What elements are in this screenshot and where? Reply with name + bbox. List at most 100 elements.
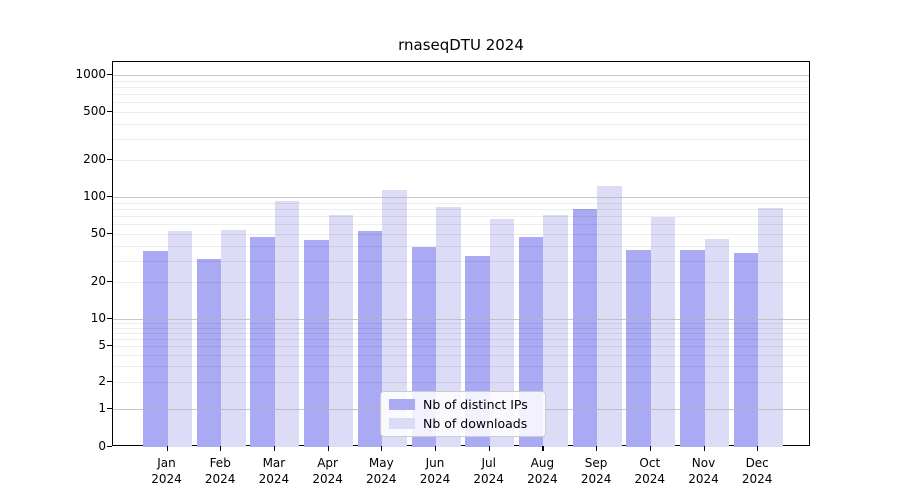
gridline-minor — [113, 233, 809, 235]
bar-downloads-mar — [274, 200, 300, 447]
y-tick-label: 500 — [83, 103, 106, 118]
y-tick-label: 50 — [90, 225, 106, 240]
gridline-minor — [113, 354, 809, 356]
y-tick-mark — [107, 408, 112, 410]
gridline-minor — [113, 202, 809, 204]
gridline-minor — [113, 346, 809, 348]
y-tick-label: 5 — [98, 338, 106, 353]
gridline-minor — [113, 260, 809, 262]
y-tick-mark — [107, 159, 112, 161]
gridline-minor — [113, 338, 809, 340]
x-tick-label: Oct 2024 — [634, 456, 666, 486]
x-tick-mark — [327, 446, 329, 451]
y-tick-label: 1 — [98, 401, 106, 415]
bar-distinct-ips-apr — [304, 240, 329, 447]
bar-distinct-ips-oct — [626, 249, 651, 447]
y-tick-label: 10 — [90, 311, 106, 325]
x-tick-mark — [488, 446, 490, 451]
gridline-minor — [113, 102, 809, 104]
gridline-minor — [113, 111, 809, 113]
y-tick-mark — [107, 318, 112, 320]
x-tick-label: Jul 2024 — [473, 456, 504, 486]
gridline-minor — [113, 208, 809, 210]
gridline-minor — [113, 86, 809, 88]
gridline-major — [113, 75, 809, 76]
gridline-minor — [113, 138, 809, 140]
y-tick-label: 2 — [98, 373, 106, 388]
gridline-minor — [113, 381, 809, 383]
y-tick-mark — [107, 196, 112, 198]
bar-distinct-ips-nov — [680, 249, 705, 447]
gridline-minor — [113, 93, 809, 95]
gridline-minor — [113, 332, 809, 334]
bar-distinct-ips-mar — [250, 237, 275, 447]
bar-distinct-ips-dec — [733, 252, 759, 447]
x-tick-label: Dec 2024 — [741, 456, 773, 486]
gridline-minor — [113, 123, 809, 125]
legend-label-downloads: Nb of downloads — [423, 416, 528, 431]
x-tick-mark — [757, 446, 759, 451]
x-tick-label: Feb 2024 — [204, 456, 236, 486]
bar-downloads-oct — [650, 216, 676, 447]
x-tick-mark — [703, 446, 705, 451]
x-tick-mark — [220, 446, 222, 451]
gridline-minor — [113, 224, 809, 226]
x-tick-mark — [166, 446, 168, 451]
x-tick-mark — [381, 446, 383, 451]
bar-downloads-jan — [167, 230, 192, 447]
legend-swatch-distinct-ips — [389, 399, 415, 410]
bar-distinct-ips-jan — [143, 251, 168, 447]
bar-distinct-ips-may — [357, 230, 383, 447]
grid-layer — [113, 62, 809, 445]
x-tick-label: Jun 2024 — [419, 456, 451, 486]
gridline-major — [113, 319, 809, 320]
x-tick-mark — [273, 446, 276, 451]
gridline-minor — [113, 327, 809, 329]
legend-label-distinct-ips: Nb of distinct IPs — [423, 397, 528, 412]
bar-downloads-dec — [758, 208, 783, 447]
y-tick-mark — [107, 345, 112, 347]
x-tick-mark — [542, 446, 544, 451]
gridline-minor — [113, 160, 809, 162]
chart-title: rnaseqDTU 2024 — [398, 36, 524, 54]
gridline-minor — [113, 366, 809, 368]
bar-distinct-ips-feb — [196, 259, 222, 447]
y-tick-mark — [107, 232, 112, 234]
legend-swatch-downloads — [389, 418, 415, 429]
gridline-minor — [113, 80, 809, 82]
bar-downloads-feb — [221, 229, 246, 447]
bar-downloads-sep — [597, 185, 622, 447]
y-tick-mark — [107, 380, 112, 383]
x-tick-label: Mar 2024 — [258, 456, 290, 486]
gridline-minor — [113, 323, 809, 325]
bar-downloads-aug — [543, 215, 568, 447]
y-tick-mark — [107, 446, 112, 448]
y-tick-label: 0 — [98, 439, 106, 453]
y-tick-label: 1000 — [75, 67, 106, 81]
y-tick-label: 200 — [83, 152, 106, 167]
x-tick-label: Aug 2024 — [527, 456, 558, 486]
gridline-minor — [113, 245, 809, 247]
y-tick-mark — [107, 281, 112, 283]
legend: Nb of distinct IPs Nb of downloads — [380, 391, 546, 437]
bar-downloads-apr — [328, 215, 354, 447]
plot-area — [112, 61, 810, 447]
gridline-minor — [113, 282, 809, 284]
y-tick-mark — [107, 74, 112, 76]
x-tick-label: Apr 2024 — [312, 456, 343, 486]
x-tick-mark — [649, 446, 651, 451]
legend-row-downloads: Nb of downloads — [389, 416, 537, 431]
bar-distinct-ips-sep — [572, 208, 598, 447]
x-tick-mark — [435, 446, 437, 451]
gridline-major — [113, 197, 809, 198]
y-tick-label: 20 — [90, 274, 106, 289]
gridline-minor — [113, 215, 809, 217]
x-tick-label: Sep 2024 — [580, 456, 612, 486]
x-tick-label: May 2024 — [366, 456, 397, 486]
x-tick-mark — [596, 446, 598, 451]
x-tick-label: Nov 2024 — [688, 456, 719, 486]
y-tick-label: 100 — [83, 189, 106, 203]
x-tick-label: Jan 2024 — [151, 456, 182, 486]
legend-row-distinct-ips: Nb of distinct IPs — [389, 397, 537, 412]
